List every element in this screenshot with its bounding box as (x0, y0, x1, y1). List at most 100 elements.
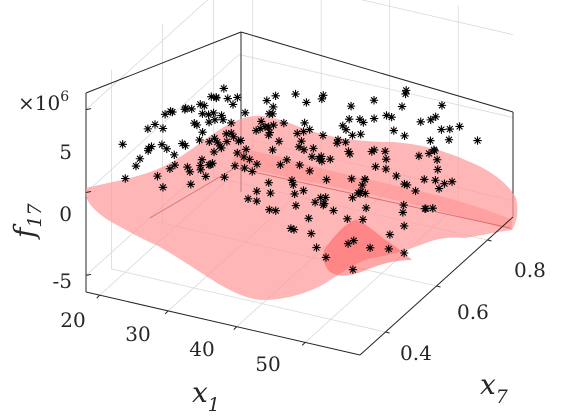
grid-line (360, 0, 514, 35)
data-point (299, 186, 308, 195)
data-point (291, 89, 300, 99)
data-point (274, 137, 284, 146)
data-point (223, 94, 232, 103)
data-point (305, 125, 314, 134)
data-point (262, 96, 272, 105)
data-point (359, 118, 368, 127)
data-point (251, 126, 261, 135)
data-point (401, 89, 410, 99)
z-axis-label: f17 (8, 203, 46, 240)
data-point (319, 200, 328, 210)
data-point (356, 187, 366, 196)
data-point (264, 122, 273, 132)
data-point (445, 124, 454, 134)
data-point (433, 165, 442, 174)
data-point (341, 125, 351, 134)
data-point (286, 224, 296, 233)
data-point (346, 101, 356, 111)
data-point (196, 165, 205, 175)
data-point (271, 91, 280, 100)
data-point (326, 154, 335, 164)
data-point (209, 147, 219, 157)
x-tick-label: 40 (189, 337, 214, 361)
data-point (414, 151, 424, 161)
x-tick-mark (164, 310, 169, 315)
data-point (289, 180, 298, 190)
x-tick-label: 30 (125, 322, 150, 346)
data-point (256, 124, 265, 133)
data-point (290, 189, 299, 199)
data-point (380, 147, 390, 156)
data-point (424, 149, 434, 158)
data-point (358, 215, 368, 224)
data-point (420, 204, 430, 213)
data-point (227, 118, 236, 128)
data-point (219, 84, 229, 93)
data-point (428, 204, 437, 213)
data-point (236, 136, 246, 145)
data-point (170, 160, 180, 170)
y-tick-label: 0.4 (400, 341, 432, 365)
data-point (239, 152, 249, 162)
box-edge (85, 31, 242, 94)
data-point (227, 128, 236, 138)
data-point (360, 175, 370, 184)
x-tick-mark (233, 326, 238, 331)
data-point (143, 124, 153, 134)
data-point (437, 101, 447, 110)
data-point (322, 175, 331, 184)
data-point (210, 134, 219, 143)
data-point (187, 104, 196, 114)
data-point (200, 101, 209, 110)
data-point (195, 135, 204, 145)
data-point (302, 98, 311, 107)
data-point (361, 189, 370, 198)
data-point (147, 142, 156, 151)
data-point (240, 163, 249, 173)
data-point (153, 171, 162, 181)
data-point (168, 107, 177, 117)
data-point (399, 248, 409, 258)
data-point (196, 161, 205, 170)
data-points (118, 84, 482, 274)
data-point (312, 243, 321, 252)
data-point (266, 188, 275, 198)
data-point (300, 118, 309, 128)
data-point (304, 214, 313, 223)
data-point (118, 140, 127, 149)
surface-inner-line (234, 167, 511, 229)
data-point (131, 161, 141, 171)
data-point (318, 131, 328, 140)
fitted-surface (86, 115, 518, 300)
surface-inner-line (149, 167, 236, 219)
data-point (347, 174, 356, 184)
y-axis-label: x7 (480, 368, 509, 408)
grid-line (111, 268, 386, 333)
data-point (426, 136, 435, 145)
x-tick-label: 20 (60, 308, 85, 332)
data-point (399, 221, 409, 231)
data-point (447, 177, 457, 186)
data-point (180, 105, 190, 114)
data-point (269, 102, 278, 112)
data-point (349, 236, 358, 245)
data-point (264, 130, 273, 140)
data-point (329, 206, 338, 215)
data-point (207, 92, 216, 101)
data-point (367, 147, 376, 156)
y-tick-mark (487, 239, 492, 242)
data-point (344, 147, 353, 156)
data-point (332, 138, 342, 148)
data-point (279, 118, 289, 128)
data-point (264, 178, 273, 187)
data-point (317, 156, 327, 166)
x-axis-label: x1 (192, 376, 220, 416)
data-point (317, 94, 327, 104)
data-point (201, 172, 210, 181)
data-point (248, 167, 257, 176)
data-point (319, 91, 328, 100)
grid-line (238, 54, 514, 118)
data-point (135, 154, 145, 163)
data-point (212, 93, 221, 103)
data-point (299, 127, 308, 136)
